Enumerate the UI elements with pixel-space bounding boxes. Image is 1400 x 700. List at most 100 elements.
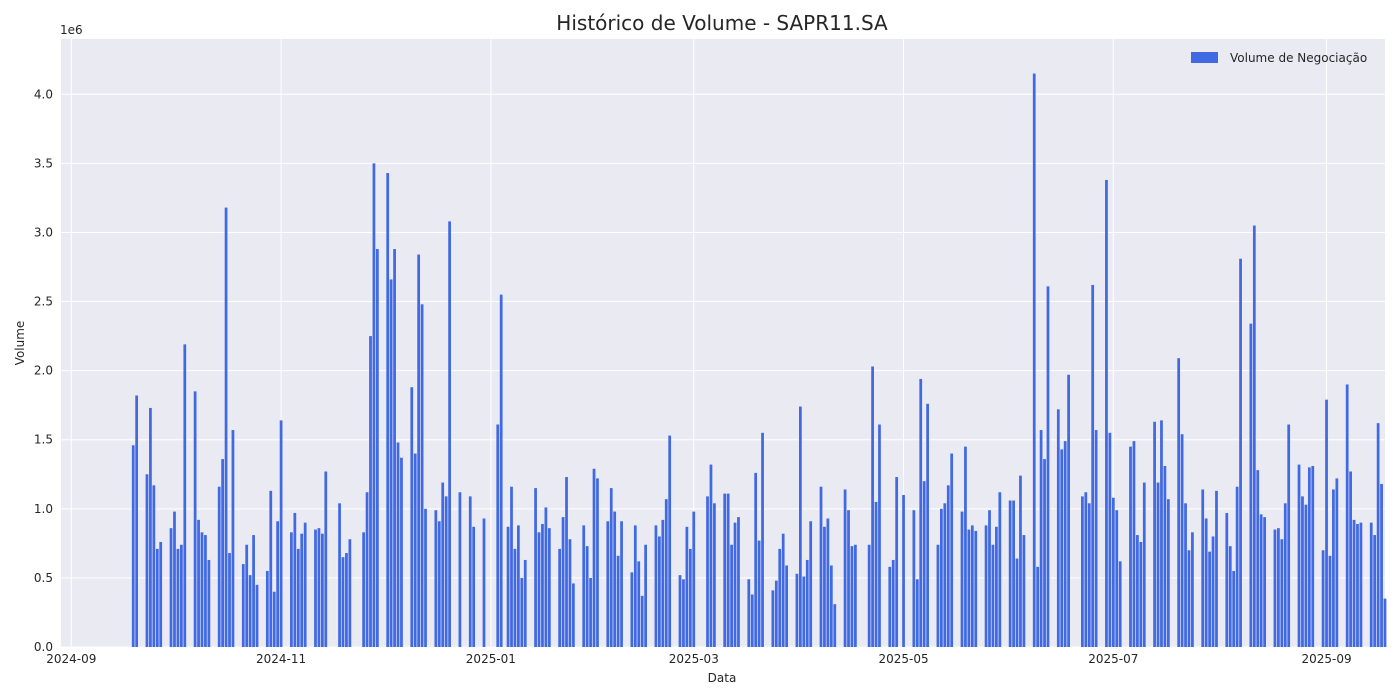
volume-bar <box>974 530 978 647</box>
volume-bar <box>1043 459 1046 647</box>
volume-bar <box>1297 464 1301 647</box>
volume-bar <box>1376 423 1380 647</box>
volume-bar <box>988 510 991 647</box>
volume-bar <box>644 544 647 647</box>
volume-bar <box>510 486 513 647</box>
y-tick-label: 0.0 <box>34 640 53 654</box>
volume-bar <box>265 571 269 647</box>
volume-bar <box>761 432 764 647</box>
volume-bar <box>1163 465 1167 647</box>
volume-bar <box>276 521 280 647</box>
volume-bar <box>805 559 809 647</box>
volume-bar <box>400 457 403 647</box>
volume-bar <box>637 561 641 647</box>
volume-bar <box>809 521 813 647</box>
volume-bar <box>926 403 929 647</box>
y-tick-label: 1.5 <box>34 433 53 447</box>
volume-bar <box>774 580 778 647</box>
volume-bar <box>149 407 152 647</box>
volume-bar <box>506 526 510 647</box>
volume-bar <box>362 532 365 647</box>
volume-bar <box>448 221 451 647</box>
volume-bar <box>544 507 548 647</box>
volume-bar <box>1166 499 1170 647</box>
volume-bar <box>255 584 259 647</box>
volume-bar <box>1277 528 1280 647</box>
volume-bar <box>169 528 173 647</box>
volume-bar <box>300 533 304 647</box>
volume-bar <box>823 526 826 647</box>
volume-bar <box>1252 225 1256 648</box>
volume-bar <box>1352 519 1356 647</box>
volume-bar <box>1039 430 1043 647</box>
volume-bar <box>437 521 441 647</box>
volume-bar <box>998 492 1002 647</box>
volume-bar <box>204 535 207 647</box>
volume-bar <box>568 539 572 647</box>
volume-bar <box>296 548 300 647</box>
volume-bar <box>654 525 658 647</box>
volume-bar <box>1321 550 1325 647</box>
volume-bar <box>799 406 802 647</box>
volume-bar <box>633 525 637 647</box>
volume-bar <box>850 546 854 647</box>
volume-bar <box>668 435 672 647</box>
volume-bar <box>1208 551 1211 647</box>
volume-bar <box>424 508 427 647</box>
volume-bar <box>1060 449 1064 647</box>
volume-bar <box>217 486 221 647</box>
volume-bar <box>1304 504 1308 647</box>
volume-bar <box>1160 420 1163 647</box>
volume-bar <box>1191 532 1194 647</box>
volume-bar <box>1373 535 1377 647</box>
volume-bar <box>1008 500 1012 647</box>
volume-bar <box>737 517 740 647</box>
volume-bar <box>1380 483 1383 647</box>
volume-bar <box>891 559 895 647</box>
volume-bar <box>964 446 967 647</box>
volume-bar <box>1235 486 1239 647</box>
volume-bar <box>173 511 176 647</box>
volume-bar <box>1383 598 1387 647</box>
volume-bar <box>847 510 850 647</box>
volume-bar <box>314 529 317 647</box>
volume-bar <box>537 532 541 647</box>
volume-bar <box>709 464 713 647</box>
volume-bar <box>706 496 709 647</box>
volume-bar <box>372 163 376 648</box>
volume-bar <box>688 548 692 647</box>
volume-bar <box>1335 478 1339 647</box>
volume-bar <box>290 532 293 647</box>
volume-bar <box>1369 522 1373 647</box>
volume-bar <box>200 532 204 647</box>
volume-bar <box>630 572 634 647</box>
volume-bar <box>1349 471 1352 647</box>
volume-bar <box>1211 536 1215 647</box>
volume-bar <box>589 577 592 647</box>
volume-bar <box>664 499 668 647</box>
volume-bar <box>620 521 623 647</box>
volume-bar <box>730 544 733 647</box>
volume-bar <box>520 577 524 647</box>
volume-bar <box>279 420 283 647</box>
volume-bar <box>1301 496 1304 647</box>
volume-bar <box>413 453 417 647</box>
volume-bar <box>922 481 926 647</box>
volume-bar <box>1036 566 1040 647</box>
volume-bar <box>936 544 940 647</box>
volume-bar <box>1259 514 1263 647</box>
x-tick-label: 2025-03 <box>669 652 719 666</box>
volume-bar <box>1015 558 1019 647</box>
volume-bar <box>1091 284 1095 647</box>
volume-bar <box>1084 492 1088 647</box>
volume-bar <box>616 555 620 647</box>
volume-bar <box>341 557 345 647</box>
volume-bar <box>444 496 448 647</box>
volume-bar <box>517 525 520 647</box>
x-tick-labels: 2024-09 2024-11 2025-01 2025-03 2025-05 2025-… <box>46 652 1351 666</box>
volume-bar <box>183 344 187 647</box>
volume-bar <box>458 492 462 647</box>
volume-bar <box>1325 399 1328 647</box>
volume-bar <box>795 573 799 647</box>
volume-bar <box>145 474 149 647</box>
